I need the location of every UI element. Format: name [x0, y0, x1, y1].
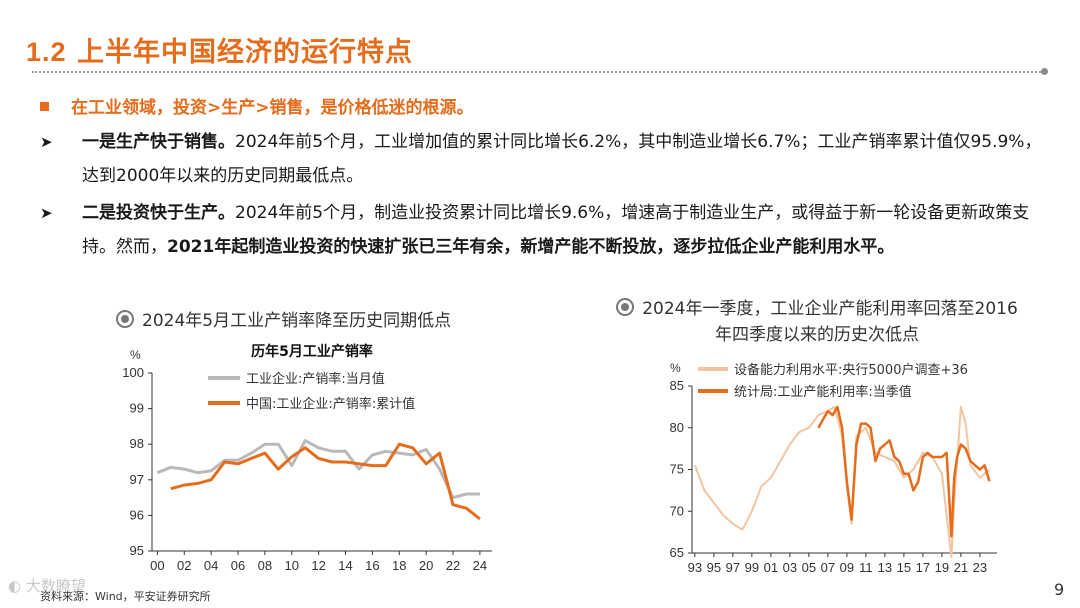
square-bullet-icon	[40, 102, 49, 111]
x-tick-label: 22	[446, 558, 460, 573]
x-tick-label: 24	[473, 558, 487, 573]
chart-1-heading-text: 2024年5月工业产销率降至历史同期低点	[142, 311, 452, 331]
y-tick-label: 85	[670, 378, 684, 393]
x-tick-label: 11	[859, 560, 873, 575]
title-divider	[32, 71, 1044, 73]
y-tick-label: 75	[670, 462, 684, 477]
chart-2-capacity-utilization: % 65 70 75 80 85 93 95 97 99 01 03 05 07 09 11 13 15 17 19 2…	[670, 361, 997, 575]
point-2-body: 2024年前5个月，制造业投资累计同比增长9.6%，增速高于制造业生产，或得益于…	[82, 203, 1030, 257]
x-tick-label: 95	[707, 560, 721, 575]
y-tick-label: 97	[130, 472, 144, 487]
x-tick-label: 20	[419, 558, 433, 573]
source-note: 资料来源：Wind，平安证券研究所	[40, 590, 211, 603]
divider-end-dot	[1041, 68, 1048, 75]
y-tick-label: 100	[122, 365, 144, 380]
x-tick-label: 03	[783, 560, 797, 575]
y-tick-label: 98	[130, 436, 144, 451]
point-1-body: 2024年前5个月，工业增加值的累计同比增长6.2%，其中制造业增长6.7%；工…	[82, 132, 1042, 186]
legend-label-1: 设备能力利用水平:央行5000户调查+36	[734, 362, 968, 378]
arrow-bullet-icon: ➤	[40, 133, 53, 151]
x-tick-label: 97	[726, 560, 740, 575]
point-1-head: 一是生产快于销售。	[82, 132, 235, 152]
y-tick-label: 65	[670, 545, 684, 560]
x-tick-label: 18	[392, 558, 406, 573]
y-unit-label: %	[130, 348, 141, 362]
x-tick-label: 17	[916, 560, 930, 575]
legend-label-1: 工业企业:产销率:当月值	[246, 371, 385, 387]
x-tick-label: 99	[745, 560, 759, 575]
chart-2-heading-line1: 2024年一季度，工业企业产能利用率回落至2016	[642, 299, 1018, 319]
page-title: 1.2 上半年中国经济的运行特点	[26, 30, 413, 69]
section-title: 上半年中国经济的运行特点	[76, 37, 413, 68]
y-unit-label: %	[670, 361, 681, 375]
x-tick-label: 09	[840, 560, 854, 575]
x-tick-label: 19	[935, 560, 949, 575]
legend-label-2: 统计局:工业产能利用率:当季值	[734, 384, 912, 400]
watermark-logo: ◐ 大数瞭望	[8, 577, 86, 595]
x-tick-label: 10	[285, 558, 299, 573]
x-tick-label: 13	[878, 560, 892, 575]
point-1: ➤ 一是生产快于销售。2024年前5个月，工业增加值的累计同比增长6.2%，其中…	[40, 125, 1050, 193]
series-line-2	[170, 442, 481, 521]
arrow-bullet-icon: ➤	[40, 204, 53, 222]
chart-1-heading: 2024年5月工业产销率降至历史同期低点	[116, 306, 451, 331]
x-tick-label: 14	[338, 558, 352, 573]
series-line-2	[817, 405, 991, 538]
x-tick-label: 04	[204, 558, 218, 573]
x-tick-label: 00	[150, 558, 164, 573]
target-icon	[616, 298, 635, 316]
chart-title: 历年5月工业产销率	[251, 343, 373, 360]
x-tick-label: 12	[311, 558, 325, 573]
y-tick-label: 96	[130, 507, 144, 522]
section-number: 1.2	[26, 37, 67, 67]
legend-label-2: 中国:工业企业:产销率:累计值	[246, 396, 415, 412]
x-tick-label: 08	[258, 558, 272, 573]
target-icon	[116, 310, 134, 328]
page-number: 9	[1054, 580, 1065, 599]
x-tick-label: 23	[973, 560, 987, 575]
watermark-text: 大数瞭望	[25, 577, 86, 595]
point-2-bold: 2021年起制造业投资的快速扩张已三年有余，新增产能不断投放，逐步拉低企业产能利…	[167, 237, 895, 257]
x-tick-label: 21	[954, 560, 968, 575]
point-2: ➤ 二是投资快于生产。2024年前5个月，制造业投资累计同比增长9.6%，增速高…	[40, 196, 1050, 264]
lead-text: 在工业领域，投资>生产>销售，是价格低迷的根源。	[71, 98, 474, 118]
y-tick-label: 99	[130, 401, 144, 416]
y-tick-label: 80	[670, 420, 684, 435]
x-tick-label: 16	[365, 558, 379, 573]
x-tick-label: 06	[231, 558, 245, 573]
series-line-1	[156, 439, 480, 500]
x-tick-label: 07	[821, 560, 835, 575]
point-2-head: 二是投资快于生产。	[82, 203, 235, 223]
lead-statement: 在工业领域，投资>生产>销售，是价格低迷的根源。	[40, 93, 474, 118]
chart-2-heading: 2024年一季度，工业企业产能利用率回落至2016 年四季度以来的历史次低点	[582, 296, 1052, 348]
y-tick-label: 70	[670, 503, 684, 518]
x-tick-label: 93	[688, 560, 702, 575]
x-tick-label: 02	[177, 558, 191, 573]
x-tick-label: 05	[802, 560, 816, 575]
chart-2-heading-line2: 年四季度以来的历史次低点	[715, 325, 919, 345]
x-tick-label: 01	[764, 560, 778, 575]
y-tick-label: 95	[130, 543, 144, 558]
chart-1-production-sales-ratio: % 95 96 97 98 99 100 00 02 04 06 08 10 12 14 16 18 20 22 24…	[122, 343, 492, 573]
x-tick-label: 15	[897, 560, 911, 575]
